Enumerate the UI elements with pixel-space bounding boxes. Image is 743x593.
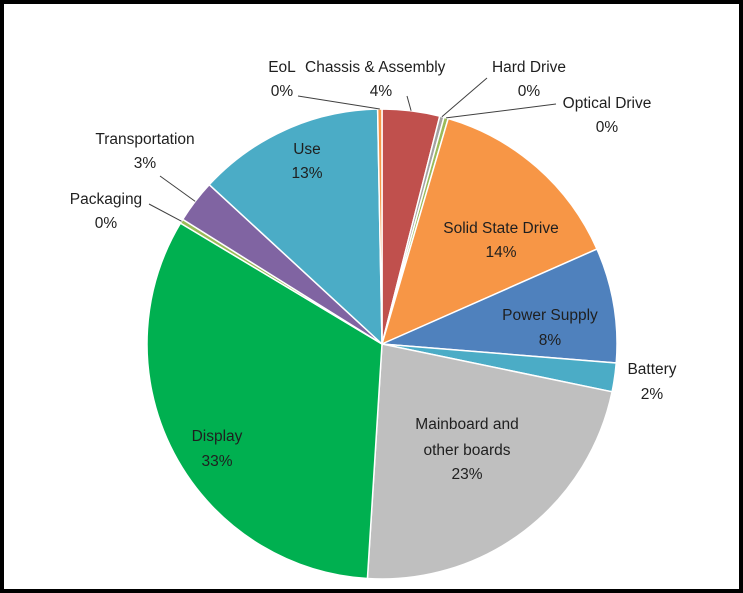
label-packaging-pct: 0% <box>95 215 118 232</box>
label-power-supply-pct: 8% <box>539 332 562 349</box>
leader-optical-drive <box>446 103 557 119</box>
label-battery-name: Battery <box>627 361 676 378</box>
leader-eol <box>297 95 380 110</box>
pie-slice-display <box>146 222 383 580</box>
label-optical-drive-name: Optical Drive <box>563 95 652 112</box>
pie-slice-mainboard-and-other-boards <box>366 343 613 580</box>
label-hard-drive-name: Hard Drive <box>492 59 566 76</box>
leader-transportation <box>159 175 196 202</box>
label-power-supply-name: Power Supply <box>502 307 598 324</box>
label-transportation-name: Transportation <box>95 131 194 148</box>
pie-slice-solid-state-drive <box>380 117 598 346</box>
label-packaging-name: Packaging <box>70 191 142 208</box>
label-transportation-pct: 3% <box>134 155 157 172</box>
label-hard-drive-pct: 0% <box>518 83 541 100</box>
leader-chassis <box>406 95 412 111</box>
label-mainboard-line2: other boards <box>423 442 510 459</box>
label-eol-pct: 0% <box>271 83 294 100</box>
label-mainboard-pct: 23% <box>451 466 482 483</box>
label-battery-pct: 2% <box>641 386 664 403</box>
label-use-pct: 13% <box>291 165 322 182</box>
label-ssd-name: Solid State Drive <box>443 220 558 237</box>
pie-slice-use <box>208 108 383 346</box>
label-optical-drive-pct: 0% <box>596 119 619 136</box>
leader-packaging <box>148 203 182 222</box>
label-chassis-name: Chassis & Assembly <box>305 59 446 76</box>
label-display-pct: 33% <box>201 453 232 470</box>
label-mainboard-line1: Mainboard and <box>415 416 518 433</box>
pie-slice-power-supply <box>381 248 618 364</box>
label-use-name: Use <box>293 141 321 158</box>
leader-hard-drive <box>441 77 488 118</box>
label-eol-name: EoL <box>268 59 296 76</box>
label-chassis-pct: 4% <box>370 83 393 100</box>
label-ssd-pct: 14% <box>485 244 516 261</box>
label-display-name: Display <box>192 428 243 445</box>
